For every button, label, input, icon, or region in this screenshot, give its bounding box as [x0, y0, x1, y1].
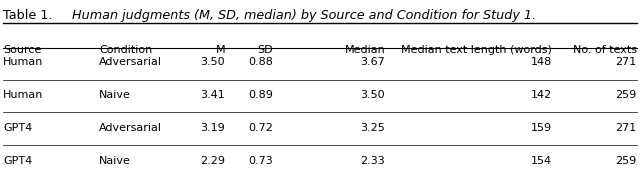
Text: Naive: Naive: [99, 156, 131, 166]
Text: Adversarial: Adversarial: [99, 57, 162, 67]
Text: 154: 154: [531, 156, 552, 166]
Text: 3.41: 3.41: [200, 90, 225, 100]
Text: GPT4: GPT4: [3, 123, 33, 133]
Text: 0.89: 0.89: [248, 90, 273, 100]
Text: Human judgments (M, SD, median) by Source and Condition for Study 1.: Human judgments (M, SD, median) by Sourc…: [72, 9, 536, 22]
Text: 148: 148: [531, 57, 552, 67]
Text: 259: 259: [616, 90, 637, 100]
Text: M: M: [216, 45, 225, 55]
Text: 0.88: 0.88: [248, 57, 273, 67]
Text: Human: Human: [3, 57, 44, 67]
Text: 259: 259: [616, 156, 637, 166]
Text: Condition: Condition: [99, 45, 152, 55]
Text: 271: 271: [616, 57, 637, 67]
Text: Median: Median: [344, 45, 385, 55]
Text: Source: Source: [3, 45, 42, 55]
Text: 271: 271: [616, 123, 637, 133]
Text: Human: Human: [3, 90, 44, 100]
Text: 2.29: 2.29: [200, 156, 225, 166]
Text: 0.73: 0.73: [248, 156, 273, 166]
Text: 142: 142: [531, 90, 552, 100]
Text: 3.25: 3.25: [360, 123, 385, 133]
Text: 3.50: 3.50: [361, 90, 385, 100]
Text: Naive: Naive: [99, 90, 131, 100]
Text: 0.72: 0.72: [248, 123, 273, 133]
Text: 3.67: 3.67: [360, 57, 385, 67]
Text: Table 1.: Table 1.: [3, 9, 57, 22]
Text: Median text length (words): Median text length (words): [401, 45, 552, 55]
Text: 3.50: 3.50: [201, 57, 225, 67]
Text: Adversarial: Adversarial: [99, 123, 162, 133]
Text: 159: 159: [531, 123, 552, 133]
Text: 3.19: 3.19: [200, 123, 225, 133]
Text: No. of texts: No. of texts: [573, 45, 637, 55]
Text: 2.33: 2.33: [360, 156, 385, 166]
Text: GPT4: GPT4: [3, 156, 33, 166]
Text: SD: SD: [258, 45, 273, 55]
